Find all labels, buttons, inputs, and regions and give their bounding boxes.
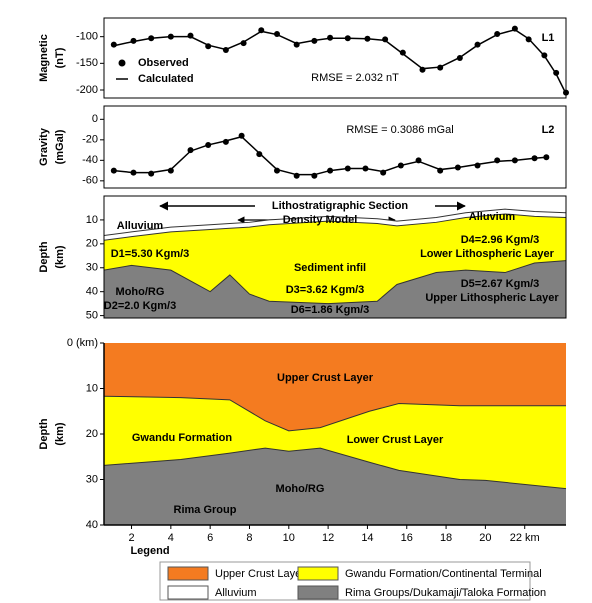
annotation: D3=3.62 Kgm/3 (286, 284, 365, 296)
legend-label: Calculated (138, 73, 194, 85)
x-tick-label: 6 (207, 532, 213, 544)
figure: ObservedCalculated-100-150-200Magnetic(n… (0, 0, 592, 603)
y-axis-label: (km) (54, 422, 66, 446)
x-tick-label: 18 (440, 532, 452, 544)
y-tick-label: 20 (86, 428, 98, 440)
plot-frame (104, 106, 566, 188)
x-tick-label: 4 (168, 532, 174, 544)
y-tick-label: 10 (86, 382, 98, 394)
y-axis-label: Depth (38, 241, 50, 272)
y-tick-label: 30 (86, 473, 98, 485)
annotation: Upper Crust Layer (277, 372, 374, 384)
annotation: Alluvium (469, 211, 516, 223)
annotation: D6=1.86 Kgm/3 (291, 304, 370, 316)
x-tick-label: 8 (246, 532, 252, 544)
annotation: Density Model (283, 214, 358, 226)
legend-label: Alluvium (215, 587, 257, 599)
annotation: Gwandu Formation (132, 432, 233, 444)
annotation: Upper Lithospheric Layer (425, 292, 559, 304)
y-axis-label: (mGal) (54, 129, 66, 164)
y-axis-label: Magnetic (38, 34, 50, 82)
legend-swatch (298, 567, 338, 580)
y-tick-label: 0 (92, 113, 98, 125)
y-axis-label: (nT) (54, 47, 66, 68)
x-tick-label: 20 (479, 532, 491, 544)
annotation: Lower Lithospheric Layer (420, 248, 555, 260)
annotation: RMSE = 0.3086 mGal (346, 124, 453, 136)
y-tick-label: -60 (82, 175, 98, 187)
y-tick-label: 40 (86, 519, 98, 531)
legend-swatch (168, 586, 208, 599)
x-tick-label: 2 (128, 532, 134, 544)
y-tick-label: -20 (82, 134, 98, 146)
annotation: L1 (542, 32, 555, 44)
annotation: Rima Group (174, 504, 237, 516)
y-tick-label: -100 (76, 31, 98, 43)
annotation: Alluvium (117, 220, 164, 232)
y-tick-label: -200 (76, 84, 98, 96)
y-tick-label: -40 (82, 154, 98, 166)
annotation: D5=2.67 Kgm/3 (461, 278, 540, 290)
y-tick-label: 0 (km) (67, 337, 98, 349)
x-tick-label: 14 (361, 532, 373, 544)
x-tick-label: 22 km (510, 532, 540, 544)
annotation: RMSE = 2.032 nT (311, 72, 399, 84)
annotation: D2=2.0 Kgm/3 (104, 300, 176, 312)
legend-label: Gwandu Formation/Continental Terminal (345, 568, 542, 580)
legend-label: Observed (138, 57, 189, 69)
annotation: L2 (542, 124, 555, 136)
y-tick-label: 20 (86, 238, 98, 250)
x-tick-label: 12 (322, 532, 334, 544)
y-axis-label: (km) (54, 245, 66, 269)
x-tick-label: 10 (283, 532, 295, 544)
annotation: Sediment infil (294, 262, 366, 274)
annotation: Lower Crust Layer (347, 434, 444, 446)
annotation: D1=5.30 Kgm/3 (111, 248, 190, 260)
y-tick-label: 50 (86, 310, 98, 322)
legend-swatch (168, 567, 208, 580)
y-tick-label: 40 (86, 286, 98, 298)
y-tick-label: 10 (86, 214, 98, 226)
y-axis-label: Depth (38, 418, 50, 449)
legend-title: Legend (130, 545, 169, 557)
annotation: Lithostratigraphic Section (272, 200, 409, 212)
annotation: Moho/RG (276, 483, 325, 495)
legend-swatch (298, 586, 338, 599)
legend-marker (119, 60, 126, 67)
y-axis-label: Gravity (38, 127, 50, 166)
annotation: Moho/RG (116, 286, 165, 298)
legend-label: Upper Crust Layer (215, 568, 305, 580)
y-tick-label: 30 (86, 262, 98, 274)
legend-label: Rima Groups/Dukamaji/Taloka Formation (345, 587, 546, 599)
annotation: D4=2.96 Kgm/3 (461, 234, 540, 246)
y-tick-label: -150 (76, 57, 98, 69)
x-tick-label: 16 (401, 532, 413, 544)
